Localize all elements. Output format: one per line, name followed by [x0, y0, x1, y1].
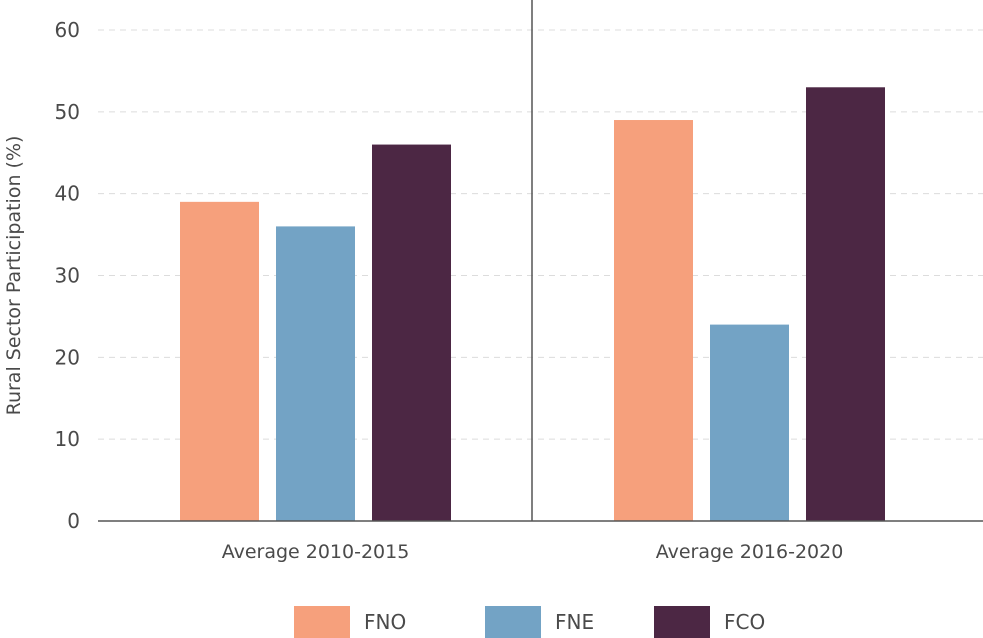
bar-fco-1	[372, 144, 451, 522]
y-tick-label: 20	[55, 345, 80, 369]
category-labels: Average 2010-2015 Average 2016-2020	[222, 541, 844, 563]
bar-fne-2	[710, 324, 789, 521]
legend-swatch	[485, 606, 541, 638]
category-label: Average 2016-2020	[656, 541, 844, 563]
y-tick-labels: 0 10 20 30 40 50 60	[55, 18, 80, 533]
bar-fno-2	[614, 120, 693, 522]
category-label: Average 2010-2015	[222, 541, 410, 563]
legend: FNO FNE FCO	[294, 606, 765, 638]
legend-item-fne: FNE	[485, 606, 594, 638]
y-tick-label: 40	[55, 182, 80, 206]
bar-fne-1	[276, 226, 355, 521]
y-tick-label: 30	[55, 264, 80, 288]
legend-swatch	[294, 606, 350, 638]
axes	[98, 0, 983, 522]
y-axis-title: Rural Sector Participation (%)	[3, 136, 25, 416]
bars	[180, 87, 885, 522]
legend-item-fno: FNO	[294, 606, 406, 638]
legend-label: FNE	[555, 610, 594, 634]
legend-label: FCO	[724, 610, 765, 634]
y-tick-label: 50	[55, 100, 80, 124]
legend-label: FNO	[364, 610, 406, 634]
bar-fco-2	[806, 87, 885, 522]
legend-item-fco: FCO	[654, 606, 765, 638]
bar-fno-1	[180, 201, 259, 521]
legend-swatch	[654, 606, 710, 638]
y-tick-label: 10	[55, 427, 80, 451]
y-tick-label: 60	[55, 18, 80, 42]
y-tick-label: 0	[67, 509, 80, 533]
